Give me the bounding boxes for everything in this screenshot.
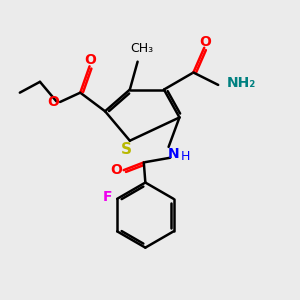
Text: O: O [47,95,59,109]
Text: CH₃: CH₃ [130,42,153,55]
Text: H: H [181,150,190,163]
Text: N: N [167,147,179,161]
Text: O: O [199,34,211,49]
Text: NH₂: NH₂ [227,76,256,90]
Text: O: O [84,53,96,67]
Text: S: S [121,142,132,157]
Text: O: O [110,163,122,177]
Text: F: F [103,190,112,204]
